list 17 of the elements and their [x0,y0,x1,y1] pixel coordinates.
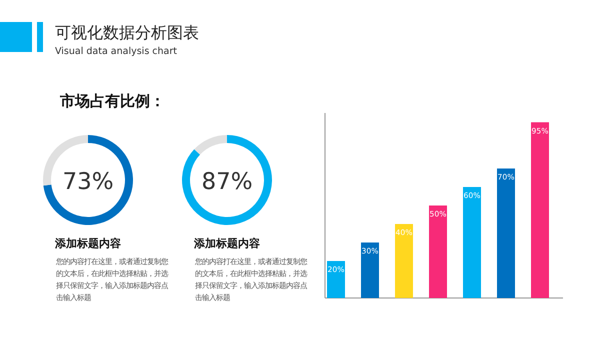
bar [497,168,515,298]
bar [531,122,549,298]
data-label: 87% [201,169,253,195]
donut-slice [194,135,227,155]
text: 市场占有比例： [59,92,165,110]
bar [361,242,379,298]
bar [463,187,481,298]
donut-slice [182,135,272,225]
bar [429,206,447,298]
text: 添加标题内容 [193,237,260,250]
data-label: 73% [62,169,114,195]
donut-slice [43,135,133,225]
text: Visual data analysis chart [55,46,178,57]
text: 可视化数据分析图表 [55,23,199,42]
bar [327,261,345,298]
text: 添加标题内容 [54,237,121,250]
bar [395,224,413,298]
